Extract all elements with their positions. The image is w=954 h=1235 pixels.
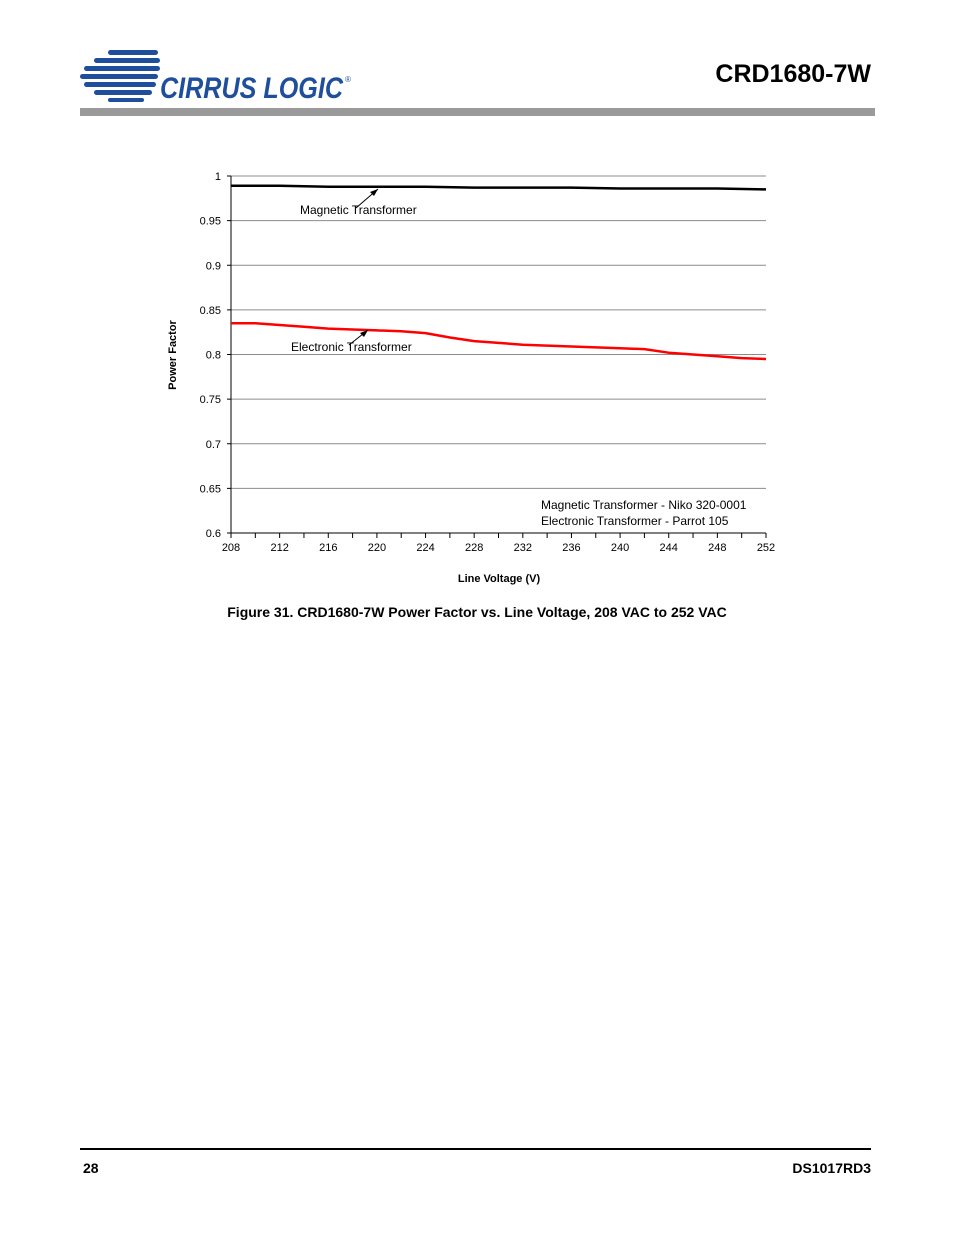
series-line-electronic-transformer	[231, 322, 767, 361]
y-tick-labels: 0.6 0.65 0.7 0.75 0.8 0.85 0.9 0.95 1	[200, 171, 221, 540]
series-line-magnetic-transformer	[231, 184, 767, 191]
magnetic-transformer-label: Magnetic Transformer	[300, 203, 417, 217]
axes	[227, 175, 767, 538]
x-tick-label: 244	[660, 542, 678, 554]
y-tick-label: 0.7	[206, 439, 221, 451]
grid-lines	[231, 175, 766, 489]
y-tick-label: 0.8	[206, 350, 221, 362]
x-tick-label: 228	[465, 542, 483, 554]
y-tick-label: 0.6	[206, 528, 221, 540]
y-tick-label: 1	[215, 171, 221, 183]
x-tick-labels: 208 212 216 220 224 228 232 236 240 244 248 252	[222, 542, 775, 554]
logo-registered-mark: ®	[345, 75, 351, 84]
y-tick-label: 0.65	[200, 483, 221, 495]
y-axis-label: Power Factor	[167, 319, 179, 389]
x-tick-label: 212	[270, 542, 288, 554]
x-tick-label: 220	[368, 542, 386, 554]
x-tick-label: 224	[416, 542, 434, 554]
header-rule	[80, 108, 875, 116]
document-title: CRD1680-7W	[715, 60, 871, 88]
note-line-1: Magnetic Transformer - Niko 320-0001	[541, 498, 747, 512]
document-code: DS1017RD3	[792, 1160, 871, 1176]
x-tick-label: 248	[708, 542, 726, 554]
x-tick-label: 252	[757, 542, 775, 554]
note-line-2: Electronic Transformer - Parrot 105	[541, 514, 729, 528]
page-number: 28	[83, 1160, 99, 1176]
electronic-arrow-head	[360, 330, 368, 337]
cirrus-logic-logo: CIRRUS LOGIC ®	[80, 50, 351, 105]
series-lines	[231, 184, 767, 361]
figure-caption: Figure 31. CRD1680-7W Power Factor vs. L…	[227, 604, 727, 620]
logo-globe-icon	[80, 50, 160, 102]
x-tick-label: 216	[319, 542, 337, 554]
x-tick-label: 232	[514, 542, 532, 554]
x-axis-label: Line Voltage (V)	[458, 573, 541, 585]
x-tick-label: 236	[562, 542, 580, 554]
footer-rule	[80, 1148, 871, 1150]
power-factor-chart: 0.60.650.70.750.80.850.90.951 208 212 216 2…	[167, 171, 775, 585]
y-tick-label: 0.85	[200, 305, 221, 317]
x-tick-label: 240	[611, 542, 629, 554]
y-tick-label: 0.9	[206, 260, 221, 272]
electronic-transformer-label: Electronic Transformer	[291, 340, 412, 354]
y-tick-label: 0.95	[200, 216, 221, 228]
annotations: Magnetic Transformer Electronic Transform…	[291, 188, 417, 354]
x-tick-label: 208	[222, 542, 240, 554]
y-tick-label: 0.75	[200, 394, 221, 406]
magnetic-arrow-head	[370, 189, 378, 196]
logo-wordmark: CIRRUS LOGIC	[160, 72, 344, 105]
